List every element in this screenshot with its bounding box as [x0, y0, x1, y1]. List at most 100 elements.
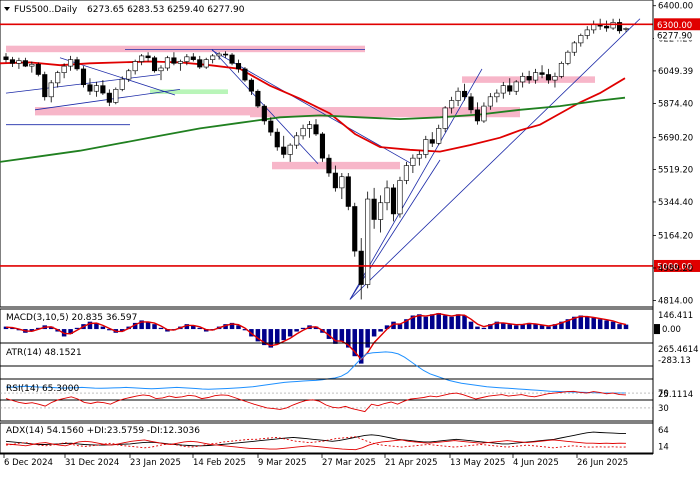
macd-bar — [294, 329, 299, 332]
candle-body-up — [403, 165, 409, 181]
candle — [442, 106, 448, 133]
candle-body-up — [378, 202, 384, 220]
adx-series-1 — [5, 439, 627, 451]
candle-body-down — [268, 120, 274, 133]
macd-bar — [287, 329, 293, 337]
candle-body-up — [552, 76, 558, 81]
price-tick-label: 6400.00 — [658, 2, 693, 12]
macd-bar — [533, 324, 538, 330]
candle-body-up — [61, 65, 67, 73]
candle — [100, 80, 106, 95]
candle-body-down — [145, 55, 151, 59]
macd-bar — [539, 325, 545, 330]
price-tick-label: 5519.20 — [658, 165, 693, 175]
macd-bar — [68, 329, 73, 335]
candle — [9, 56, 16, 68]
candle — [319, 132, 326, 162]
price-zone-1 — [35, 107, 250, 116]
candle-body-up — [158, 67, 164, 72]
candle-body-up — [591, 24, 597, 31]
candle — [229, 53, 235, 66]
candle — [429, 132, 435, 147]
candle-body-up — [48, 82, 54, 98]
candle — [468, 93, 474, 114]
candle — [365, 191, 371, 289]
candle-body-up — [610, 22, 616, 29]
candle-body-down — [274, 131, 280, 148]
time-tick-label: 26 Jun 2025 — [577, 458, 628, 468]
macd-bar — [358, 329, 364, 364]
chart-menu-triangle-icon[interactable] — [4, 7, 10, 11]
price-zone-0 — [6, 45, 365, 53]
macd-bar — [384, 325, 390, 330]
candle-body-down — [151, 57, 158, 72]
candle-body-down — [248, 79, 254, 92]
candle — [268, 117, 274, 136]
macd-bar — [436, 313, 441, 330]
candle-body-down — [235, 63, 242, 70]
candle — [623, 27, 629, 32]
candle-body-down — [22, 60, 28, 67]
candle-body-up — [442, 107, 448, 129]
candle — [203, 57, 209, 69]
candle — [500, 81, 506, 99]
candle-body-up — [126, 70, 132, 80]
candle-body-up — [558, 63, 564, 77]
candle-body-up — [16, 60, 22, 64]
macd-bar — [578, 315, 584, 330]
candle-body-up — [300, 128, 306, 137]
candle-body-up — [481, 105, 487, 122]
macd-bar — [565, 319, 571, 330]
candle-body-down — [545, 74, 552, 81]
candle — [119, 76, 125, 92]
candle — [507, 78, 513, 95]
candle — [35, 62, 41, 77]
candle-body-up — [164, 57, 171, 69]
candle — [223, 51, 229, 58]
macd-bar — [378, 329, 383, 332]
macd-tick-label: 0.00 — [662, 325, 681, 335]
price-tick-label: 6049.39 — [658, 67, 693, 77]
candle-body-up — [184, 56, 190, 62]
candle-body-up — [500, 85, 506, 94]
candle — [171, 52, 177, 66]
candle — [16, 57, 22, 69]
candle — [177, 59, 183, 71]
time-tick-label: 4 Jun 2025 — [513, 458, 559, 468]
candle-body-down — [9, 59, 16, 64]
candle — [29, 61, 35, 73]
chart-title: FUS500..Daily — [14, 5, 78, 15]
candle — [371, 187, 377, 229]
macd-bar — [468, 321, 474, 330]
level-label-box-1 — [654, 259, 700, 272]
candle-body-down — [390, 187, 397, 215]
macd-bar — [132, 322, 138, 330]
candle-body-up — [113, 89, 119, 103]
rsi-line — [0, 390, 653, 413]
macd-bar — [617, 324, 622, 330]
macd-panel[interactable]: 146.411 0.00 -283.13 MACD(3,10,5) 20.835 3… — [0, 308, 693, 367]
candle — [248, 78, 254, 95]
candle-body-up — [423, 139, 429, 155]
macd-bar — [48, 326, 54, 330]
candle — [184, 54, 190, 66]
price-tick-label: 5874.40 — [658, 99, 693, 109]
candle — [287, 143, 293, 162]
candle — [190, 53, 196, 62]
candle — [352, 202, 358, 257]
candle-body-up — [339, 176, 345, 189]
candle — [164, 55, 171, 71]
macd-bar — [313, 326, 319, 330]
candle — [558, 61, 564, 79]
macd-bar — [242, 329, 248, 331]
trendlines — [5, 18, 641, 300]
candle — [22, 57, 28, 68]
macd-tick-label: -283.13 — [658, 356, 691, 366]
candle — [345, 173, 351, 211]
time-tick-label: 13 May 2025 — [450, 458, 505, 468]
price-zone-2 — [250, 107, 520, 118]
candle — [390, 184, 397, 222]
candle — [358, 238, 364, 300]
